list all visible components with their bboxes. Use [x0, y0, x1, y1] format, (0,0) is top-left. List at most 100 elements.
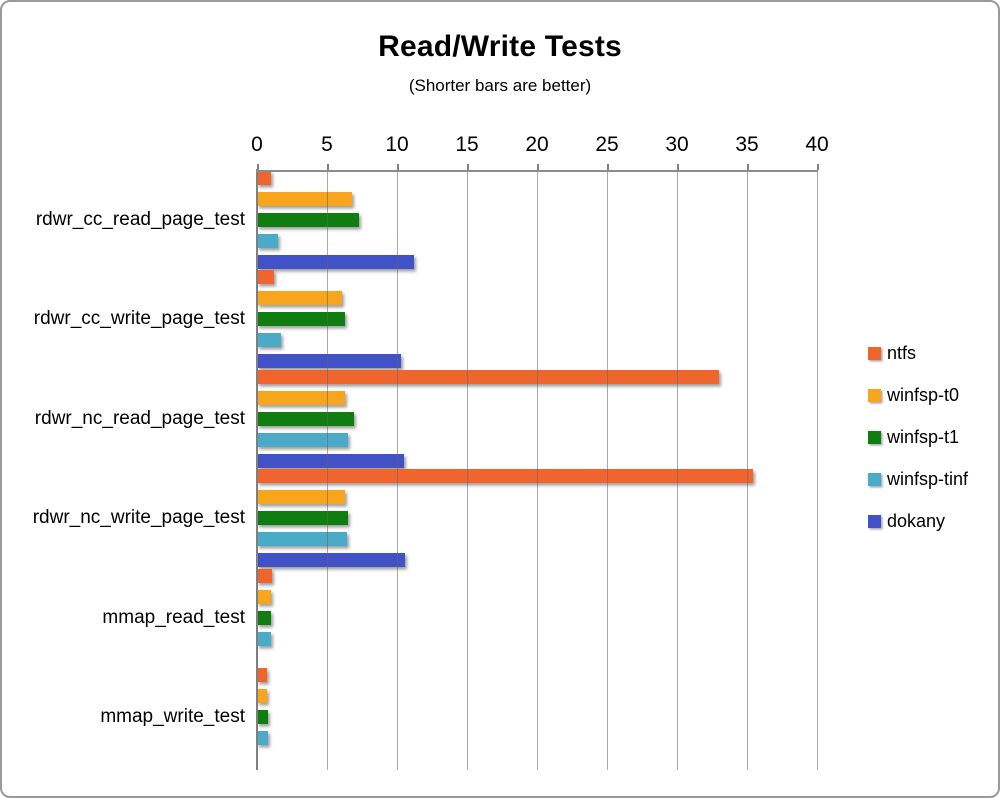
gridline	[467, 170, 469, 770]
bar-slot	[257, 233, 817, 248]
gridline	[327, 170, 329, 770]
bar-winfsp-tinf	[257, 432, 348, 447]
bar-winfsp-t0	[257, 490, 346, 505]
bar-winfsp-t1	[257, 411, 354, 426]
x-axis-tickmark	[327, 164, 329, 170]
x-axis-tick-label: 0	[251, 133, 263, 156]
bar-ntfs	[257, 568, 273, 583]
bar-group	[257, 568, 817, 668]
gridline	[817, 170, 819, 770]
bar-ntfs	[257, 170, 271, 185]
bar-dokany	[257, 254, 414, 269]
category-label: mmap_read_test	[102, 606, 245, 628]
category-label: rdwr_nc_write_page_test	[32, 507, 245, 529]
category-label: rdwr_cc_read_page_test	[35, 208, 245, 230]
x-axis-tick-label: 40	[805, 133, 829, 156]
legend-swatch-icon	[868, 430, 881, 444]
bar-slot	[257, 254, 817, 269]
category-label: mmap_write_test	[100, 706, 245, 728]
bar-slot	[257, 689, 817, 704]
x-axis-tickmark	[397, 164, 399, 170]
bar-winfsp-tinf	[257, 233, 278, 248]
bar-slot	[257, 710, 817, 725]
bar-winfsp-tinf	[257, 731, 268, 746]
bar-group	[257, 270, 817, 370]
bar-winfsp-t0	[257, 589, 271, 604]
bar-slot	[257, 369, 817, 384]
legend-swatch-icon	[868, 472, 881, 486]
gridline	[747, 170, 749, 770]
bar-slot	[257, 170, 817, 185]
category-label: rdwr_nc_read_page_test	[34, 407, 245, 429]
bar-dokany	[257, 553, 406, 568]
gridline	[607, 170, 609, 770]
bar-ntfs	[257, 369, 719, 384]
chart-subtitle: (Shorter bars are better)	[408, 76, 592, 95]
bar-slot	[257, 589, 817, 604]
bar-winfsp-tinf	[257, 333, 281, 348]
bar-ntfs	[257, 270, 274, 285]
bar-group	[257, 170, 817, 270]
x-axis-tickmark	[817, 164, 819, 170]
x-axis-tickmark	[677, 164, 679, 170]
legend-swatch-icon	[868, 388, 881, 402]
bar-slot	[257, 390, 817, 405]
bar-winfsp-tinf	[257, 532, 347, 547]
legend-label: winfsp-t1	[887, 426, 960, 447]
legend-item-ntfs: ntfs	[868, 343, 968, 363]
legend-item-winfsp-tinf: winfsp-tinf	[868, 469, 968, 489]
bar-slot	[257, 511, 817, 526]
category-label: rdwr_cc_write_page_test	[33, 308, 245, 330]
bar-slot	[257, 312, 817, 327]
legend-item-dokany: dokany	[868, 511, 968, 531]
bar-slot	[257, 490, 817, 505]
plot-top-border	[256, 170, 818, 172]
bar-slot	[257, 270, 817, 285]
legend-swatch-icon	[868, 346, 881, 360]
x-axis-tickmark	[537, 164, 539, 170]
bar-slot	[257, 553, 817, 568]
bar-group	[257, 668, 817, 768]
bar-group	[257, 369, 817, 469]
bar-group	[257, 469, 817, 569]
bar-winfsp-t1	[257, 610, 271, 625]
legend-label: ntfs	[887, 342, 917, 363]
x-axis-tick-label: 35	[735, 133, 759, 156]
gridline	[677, 170, 679, 770]
bar-dokany	[257, 354, 402, 369]
bar-slot	[257, 191, 817, 206]
legend-item-winfsp-t0: winfsp-t0	[868, 385, 968, 405]
x-axis-tickmark	[747, 164, 749, 170]
bar-winfsp-t1	[257, 312, 346, 327]
gridline	[537, 170, 539, 770]
bar-slot	[257, 610, 817, 625]
legend-label: dokany	[887, 510, 946, 531]
legend-label: winfsp-tinf	[887, 468, 969, 489]
x-axis-tick-label: 15	[455, 133, 479, 156]
bar-slot	[257, 453, 817, 468]
bar-slot	[257, 212, 817, 227]
bar-slot	[257, 411, 817, 426]
bar-winfsp-t0	[257, 689, 267, 704]
plot-area	[256, 164, 819, 770]
x-axis-tick-label: 5	[321, 133, 333, 156]
x-axis-tick-label: 20	[525, 133, 549, 156]
x-axis-tick-label: 30	[665, 133, 689, 156]
bar-winfsp-t0	[257, 191, 353, 206]
bar-dokany	[257, 453, 404, 468]
bar-winfsp-t1	[257, 511, 348, 526]
bar-ntfs	[257, 469, 753, 484]
bar-winfsp-t0	[257, 291, 343, 306]
legend-swatch-icon	[868, 514, 881, 528]
bar-slot	[257, 532, 817, 547]
bar-slot	[257, 631, 817, 646]
bar-slot	[257, 568, 817, 583]
bar-slot	[257, 731, 817, 746]
bar-slot	[257, 354, 817, 369]
bar-winfsp-t1	[257, 212, 360, 227]
chart-title: Read/Write Tests	[378, 30, 622, 63]
bar-slot	[257, 432, 817, 447]
bar-ntfs	[257, 668, 267, 683]
bar-winfsp-tinf	[257, 631, 271, 646]
